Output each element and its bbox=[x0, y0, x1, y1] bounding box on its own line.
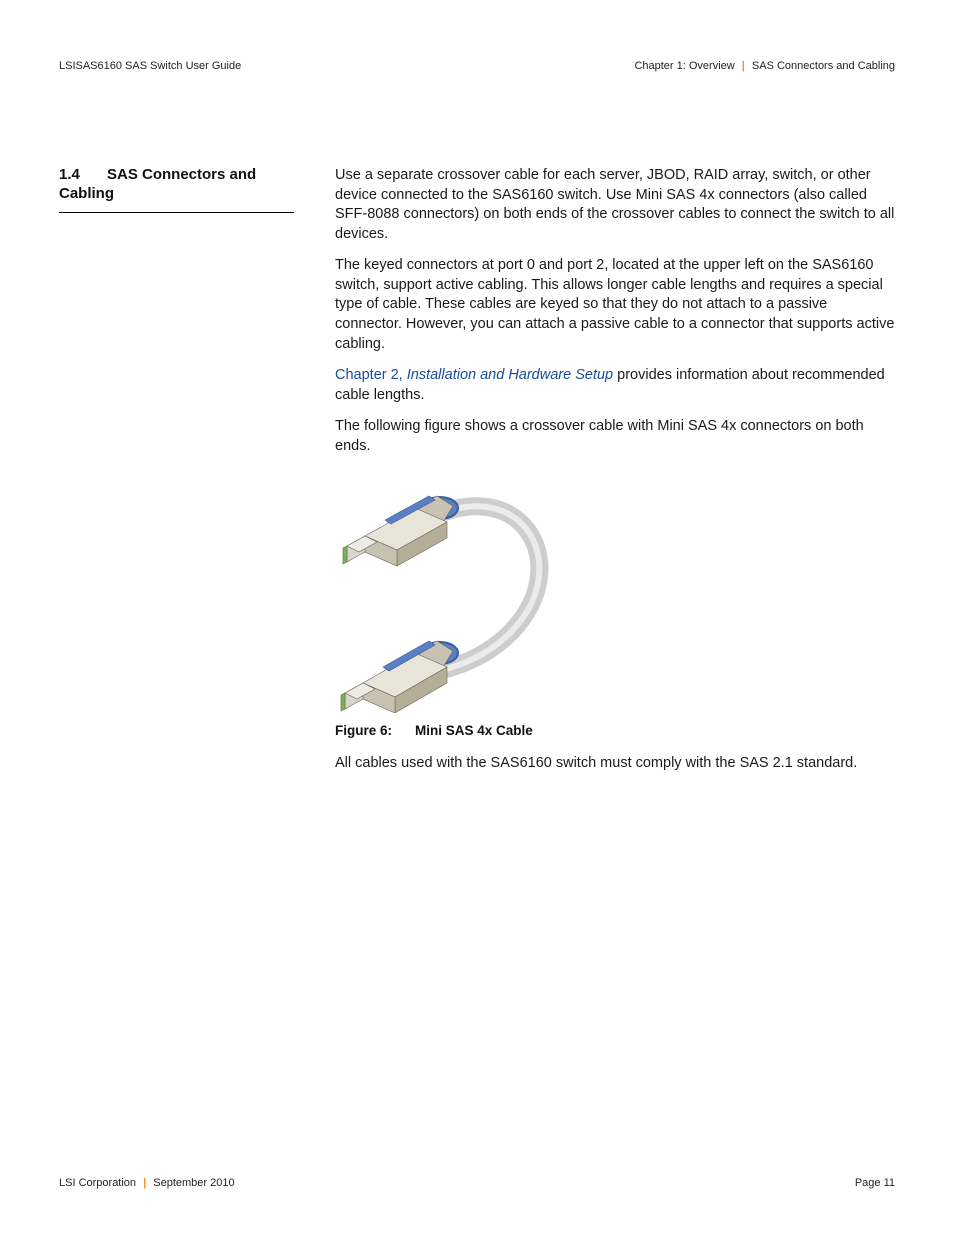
header-chapter: Chapter 1: Overview bbox=[634, 60, 734, 72]
connector-top bbox=[343, 496, 458, 566]
main-content: Use a separate crossover cable for each … bbox=[335, 166, 895, 786]
footer-separator-icon: | bbox=[143, 1177, 146, 1189]
paragraph-1: Use a separate crossover cable for each … bbox=[335, 166, 895, 244]
cable-illustration bbox=[335, 468, 570, 713]
connector-bottom bbox=[341, 641, 458, 713]
figure-6: Figure 6:Mini SAS 4x Cable bbox=[335, 468, 895, 738]
link-chapter-text: Chapter 2, bbox=[335, 367, 407, 383]
header-section: SAS Connectors and Cabling bbox=[752, 60, 895, 72]
section-sidebar: 1.4SAS Connectors and Cabling bbox=[59, 166, 294, 213]
footer-left: LSI Corporation | September 2010 bbox=[59, 1177, 235, 1189]
figure-number: Figure 6: bbox=[335, 723, 415, 738]
section-number: 1.4 bbox=[59, 166, 107, 185]
section-heading: 1.4SAS Connectors and Cabling bbox=[59, 166, 294, 213]
paragraph-3: Chapter 2, Installation and Hardware Set… bbox=[335, 366, 895, 405]
paragraph-4: The following figure shows a crossover c… bbox=[335, 417, 895, 456]
cross-ref-link[interactable]: Chapter 2, Installation and Hardware Set… bbox=[335, 367, 613, 383]
header-right: Chapter 1: Overview | SAS Connectors and… bbox=[634, 60, 895, 72]
link-title-text: Installation and Hardware Setup bbox=[407, 367, 613, 383]
page: LSISAS6160 SAS Switch User Guide Chapter… bbox=[0, 0, 954, 1235]
figure-caption: Figure 6:Mini SAS 4x Cable bbox=[335, 723, 895, 738]
footer-date: September 2010 bbox=[153, 1177, 234, 1189]
footer-page-number: Page 11 bbox=[855, 1177, 895, 1189]
paragraph-5: All cables used with the SAS6160 switch … bbox=[335, 754, 895, 774]
page-footer: LSI Corporation | September 2010 Page 11 bbox=[59, 1177, 895, 1189]
header-separator-icon: | bbox=[742, 60, 745, 72]
footer-company: LSI Corporation bbox=[59, 1177, 136, 1189]
header-left: LSISAS6160 SAS Switch User Guide bbox=[59, 60, 241, 72]
paragraph-2: The keyed connectors at port 0 and port … bbox=[335, 256, 895, 354]
page-header: LSISAS6160 SAS Switch User Guide Chapter… bbox=[59, 60, 895, 72]
figure-title: Mini SAS 4x Cable bbox=[415, 723, 533, 738]
